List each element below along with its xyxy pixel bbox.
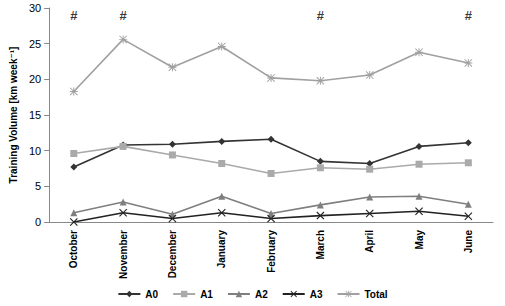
svg-text:10: 10 — [29, 145, 41, 157]
svg-text:A1: A1 — [200, 289, 213, 300]
svg-text:20: 20 — [29, 73, 41, 85]
svg-text:May: May — [414, 230, 425, 250]
svg-text:Training Volume [km week⁻¹]: Training Volume [km week⁻¹] — [8, 47, 19, 184]
svg-text:5: 5 — [35, 180, 41, 192]
svg-text:January: January — [216, 230, 227, 269]
svg-text:October: October — [68, 230, 79, 268]
svg-text:0: 0 — [35, 216, 41, 228]
svg-text:April: April — [364, 230, 375, 253]
svg-text:A2: A2 — [255, 289, 268, 300]
svg-text:#: # — [317, 8, 325, 23]
svg-text:Total: Total — [364, 289, 387, 300]
svg-text:February: February — [266, 230, 277, 273]
svg-text:November: November — [118, 230, 129, 279]
svg-text:30: 30 — [29, 2, 41, 14]
svg-text:A3: A3 — [310, 289, 323, 300]
svg-text:#: # — [465, 8, 473, 23]
svg-text:#: # — [70, 8, 78, 23]
svg-text:#: # — [119, 8, 127, 23]
svg-text:March: March — [315, 230, 326, 259]
svg-text:25: 25 — [29, 38, 41, 50]
svg-text:December: December — [167, 230, 178, 278]
svg-text:A0: A0 — [145, 289, 158, 300]
svg-text:15: 15 — [29, 109, 41, 121]
svg-text:June: June — [463, 230, 474, 254]
